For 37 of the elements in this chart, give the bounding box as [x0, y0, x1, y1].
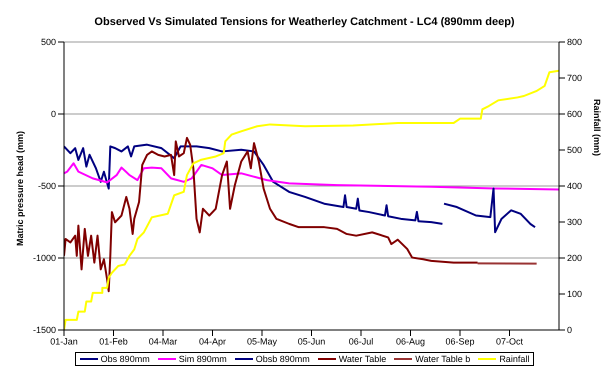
legend-label: Sim 890mm	[178, 354, 227, 364]
line-series	[443, 187, 536, 234]
x-tick-label: 04-Apr	[198, 336, 226, 346]
x-tick-label: 05-May	[246, 336, 278, 346]
line-series	[64, 136, 479, 292]
y2-tick-label: 500	[567, 145, 582, 156]
legend-label: Water Table	[338, 354, 386, 364]
x-tick-label: 01-Jan	[50, 336, 78, 346]
y-tick-label: -500	[38, 181, 56, 192]
y2-tick-label: 200	[567, 253, 582, 264]
y2-axis-title: Rainfall (mm)	[592, 98, 602, 156]
x-tick-label: 05-Jun	[298, 336, 326, 346]
x-tick-label: 07-Oct	[496, 336, 524, 346]
y2-tick-label: 800	[567, 37, 582, 48]
y-tick-label: -1000	[32, 253, 56, 264]
legend-label: Obsb 890mm	[256, 354, 310, 364]
x-tick-label: 04-Mar	[148, 336, 178, 346]
legend-label: Obs 890mm	[100, 354, 150, 364]
y-tick-label: 500	[40, 37, 56, 48]
legend-label: Rainfall	[499, 354, 530, 364]
y2-tick-label: 600	[567, 109, 582, 120]
line-series	[64, 144, 444, 225]
y2-tick-label: 100	[567, 289, 582, 300]
y2-tick-label: 700	[567, 73, 582, 84]
y2-tick-label: 300	[567, 217, 582, 228]
x-tick-label: 01-Feb	[99, 336, 128, 346]
legend-label: Water Table b	[415, 354, 470, 364]
y-tick-label: 0	[50, 109, 56, 120]
x-tick-label: 06-Aug	[396, 336, 426, 346]
x-tick-label: 06-Sep	[445, 336, 475, 346]
line-series	[64, 162, 559, 190]
x-tick-label: 06-Jul	[348, 336, 374, 346]
chart-title: Observed Vs Simulated Tensions for Weatherley Catchment - LC4 (890mm deep)	[93, 15, 516, 30]
y2-tick-label: 0	[567, 325, 572, 336]
y-axis-title: Matric pressure head (mm)	[15, 130, 26, 246]
y2-tick-label: 400	[567, 181, 582, 192]
y-tick-label: -1500	[32, 325, 56, 336]
